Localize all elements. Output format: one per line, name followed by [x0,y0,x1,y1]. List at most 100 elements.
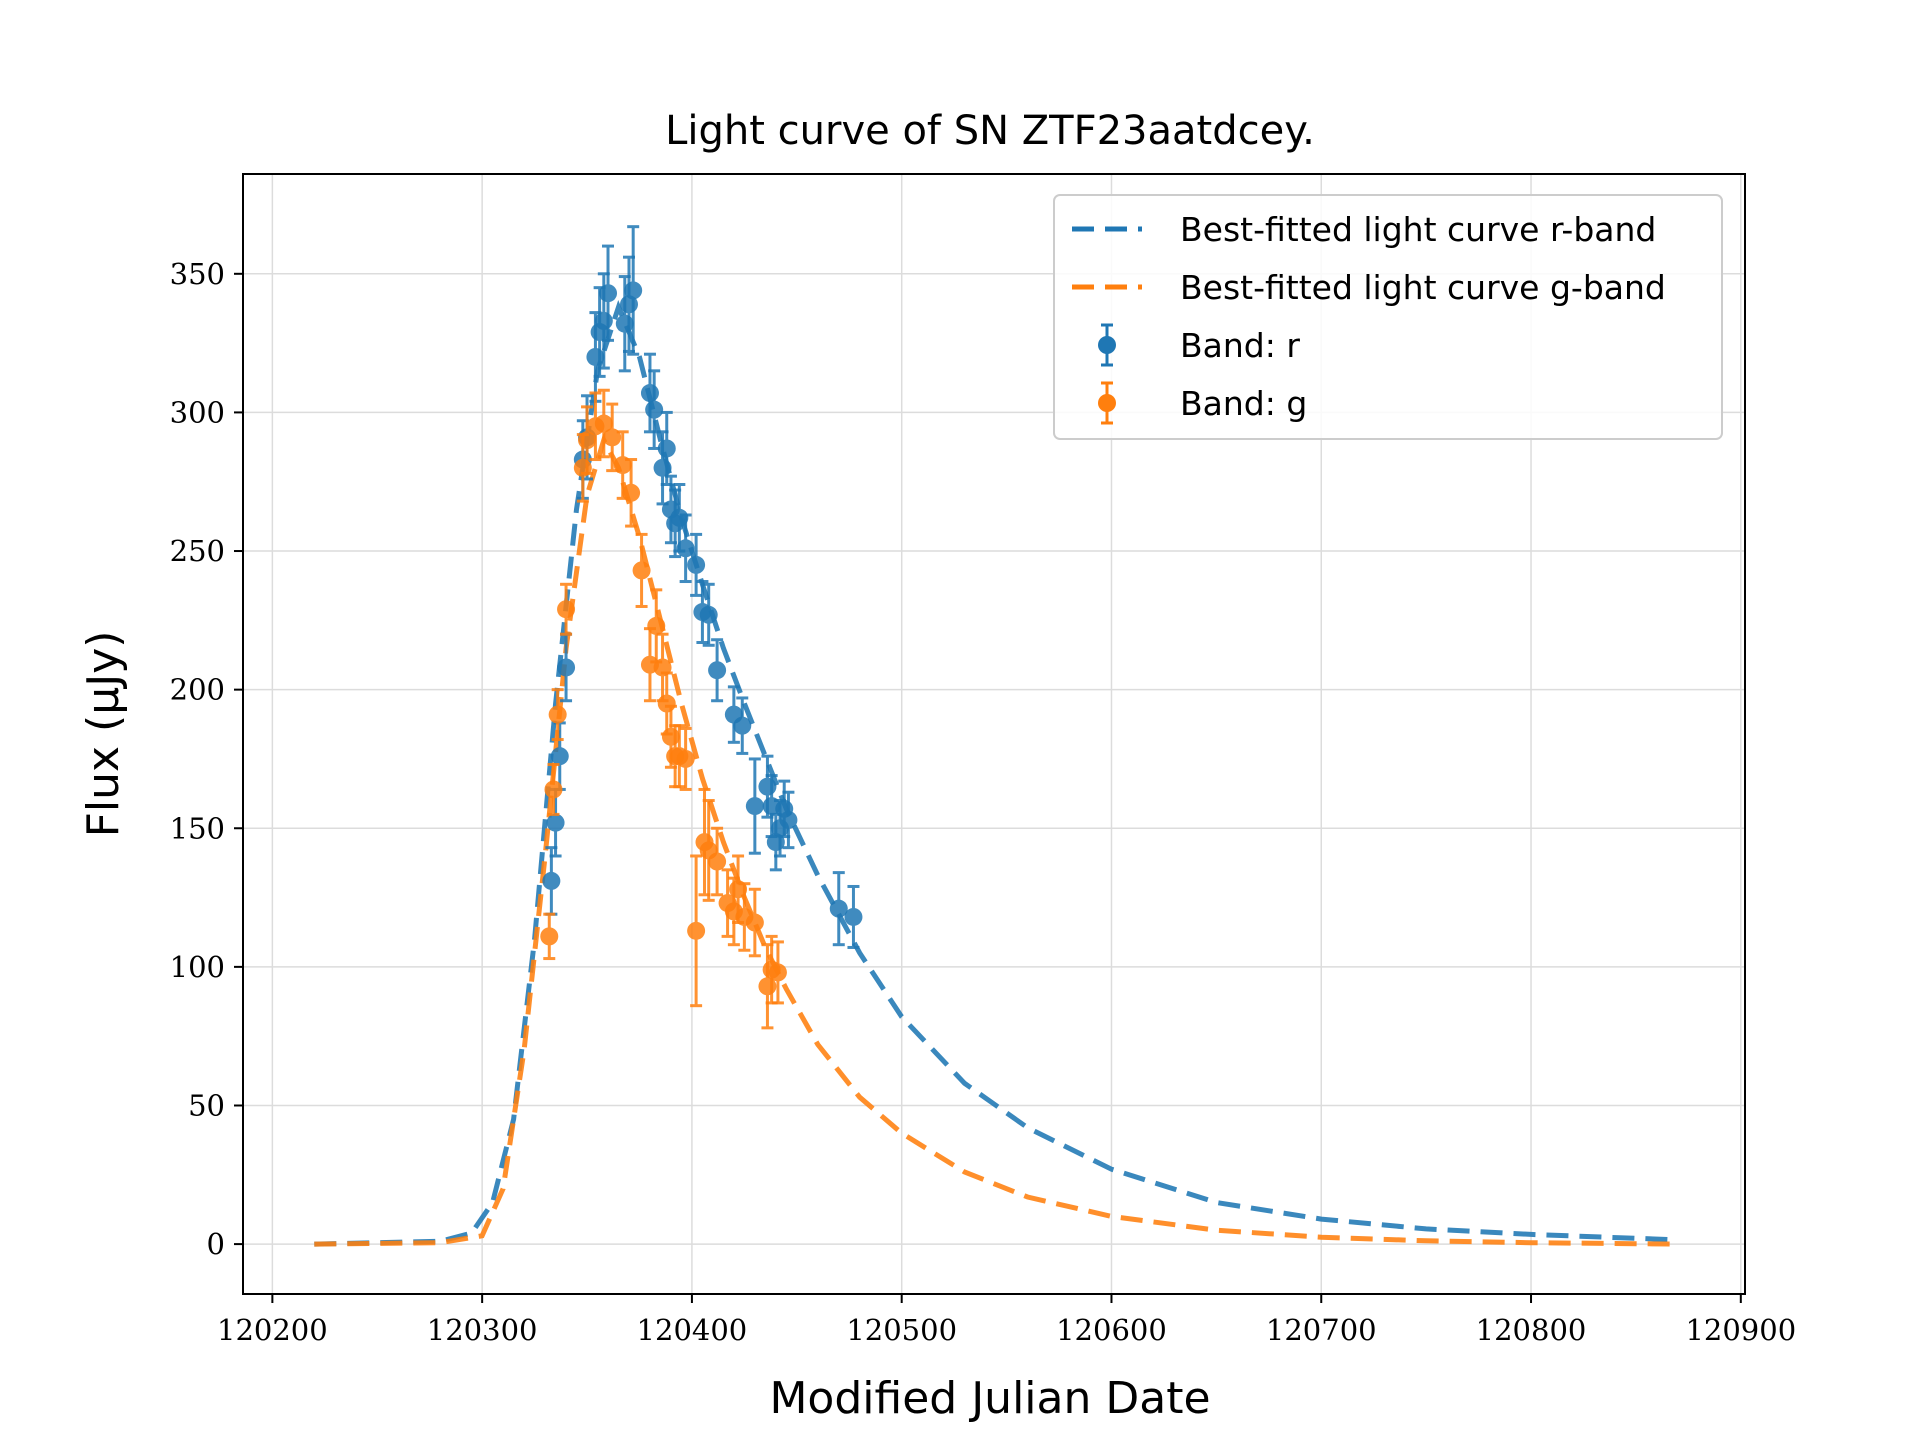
data-point [779,790,798,850]
x-tick-label: 120500 [846,1313,957,1347]
legend-marker-swatch [1098,336,1116,354]
data-point [540,912,559,961]
point-marker [676,749,695,768]
point-marker [758,777,777,796]
data-point [594,388,613,459]
point-marker [615,314,634,333]
point-marker [586,347,605,366]
point-marker [699,605,718,624]
legend-label: Best-fitted light curve g-band [1180,268,1666,307]
data-point [557,582,576,636]
data-point [768,940,787,1005]
point-marker [708,661,727,680]
point-marker [578,431,597,450]
point-marker [676,539,695,558]
x-axis-label: Modified Julian Date [769,1373,1210,1424]
point-marker [657,439,676,458]
point-marker [540,927,559,946]
x-tick-label: 120400 [637,1313,748,1347]
data-points [540,225,863,1030]
data-point [578,405,597,475]
data-point [844,884,863,949]
data-point [708,638,727,703]
point-marker [661,727,680,746]
point-marker [745,797,764,816]
x-tick-label: 120900 [1685,1313,1796,1347]
data-point [733,696,752,755]
data-point [557,632,576,703]
legend: Best-fitted light curve r-band Best-fitte… [1053,194,1723,440]
data-point [745,757,764,855]
point-marker [640,384,659,403]
point-marker [557,600,576,619]
y-tick-label: 50 [188,1088,225,1122]
point-marker [779,810,798,829]
point-marker [768,963,787,982]
legend-label: Band: g [1180,384,1307,423]
legend-label: Best-fitted light curve r-band [1180,210,1656,249]
x-tick-label: 120300 [427,1313,538,1347]
data-point [670,482,689,553]
point-marker [745,913,764,932]
point-marker [546,813,565,832]
x-tick-label: 120600 [1056,1313,1167,1347]
data-point [699,582,718,647]
point-marker [708,852,727,871]
data-point [599,244,618,342]
y-tick-label: 350 [170,257,225,291]
point-marker [594,311,613,330]
point-marker [548,705,567,724]
point-marker [733,716,752,735]
x-tick-label: 120800 [1476,1313,1587,1347]
legend-label: Band: r [1180,326,1300,365]
data-point [544,762,563,816]
data-point [622,458,641,528]
point-marker [624,281,643,300]
data-point [548,688,567,742]
y-tick-label: 300 [170,395,225,429]
axis-ticks: 120200 120300 120400 120500 120600 120700 1208… [170,257,1797,1347]
point-marker [550,747,569,766]
data-point [829,871,848,947]
data-point [676,726,695,791]
legend-marker-swatch [1098,394,1116,412]
data-point [676,513,695,584]
y-axis-label: Flux (μJy) [78,631,129,838]
point-marker [542,871,561,890]
y-tick-label: 250 [170,534,225,568]
y-tick-label: 0 [207,1227,225,1261]
point-marker [544,780,563,799]
y-tick-label: 150 [170,811,225,845]
point-marker [653,458,672,477]
point-marker [594,414,613,433]
x-tick-label: 120700 [1266,1313,1377,1347]
point-marker [632,561,651,580]
point-marker [647,616,666,635]
point-marker [599,284,618,303]
point-marker [829,899,848,918]
point-marker [645,400,664,419]
y-tick-label: 200 [170,673,225,707]
data-point [699,799,718,902]
point-marker [844,907,863,926]
x-tick-label: 120200 [217,1313,328,1347]
fit-curve-1 [314,433,1678,1247]
point-marker [687,921,706,940]
legend-box [1053,194,1723,440]
data-point [624,225,643,356]
data-point [632,532,651,608]
data-point [745,887,764,958]
point-marker [657,694,676,713]
data-point [687,854,706,1008]
y-tick-label: 100 [170,950,225,984]
data-point [687,532,706,597]
chart-title: Light curve of SN ZTF23aatdcey. [665,108,1315,154]
data-point [657,410,676,486]
point-marker [687,555,706,574]
plot-frame [242,173,1746,1295]
point-marker [557,658,576,677]
fit-curves [314,299,1678,1247]
point-marker [622,483,641,502]
point-marker [670,508,689,527]
